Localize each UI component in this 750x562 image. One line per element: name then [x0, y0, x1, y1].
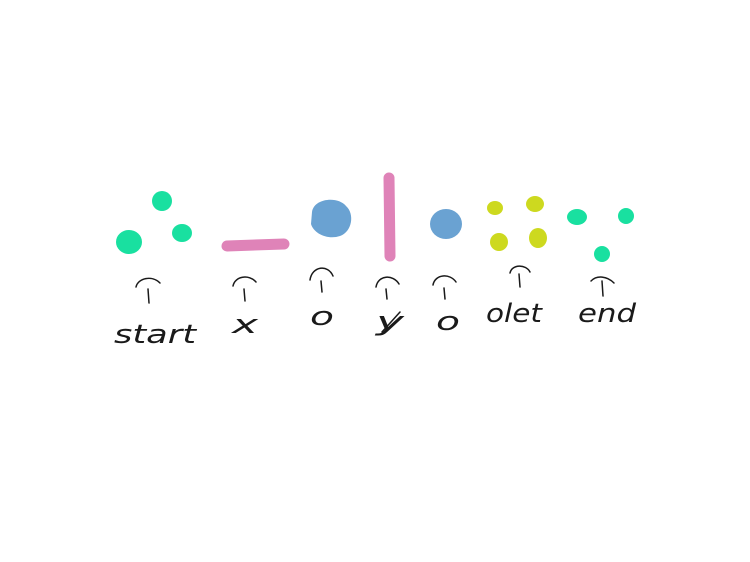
o-first-label: o [310, 302, 334, 332]
end-dot-1 [567, 209, 587, 225]
olet-dot-4 [529, 228, 547, 248]
group-x: x [221, 238, 290, 340]
start-dot-3 [172, 224, 192, 242]
start-cap-mark [135, 277, 161, 304]
olet-dot-1 [487, 201, 503, 215]
group-o-second: o [430, 209, 462, 337]
x-horizontal-bar [221, 238, 290, 252]
start-label: start [114, 320, 197, 350]
group-y: y [374, 172, 405, 337]
x-cap-mark [232, 276, 257, 302]
o-first-cap-mark [309, 267, 334, 293]
olet-dot-2 [526, 196, 544, 212]
end-label: end [578, 299, 637, 329]
group-start: start [114, 191, 197, 350]
y-strike-mark [381, 311, 401, 333]
end-dots [567, 208, 634, 262]
o-small-blob [430, 209, 462, 239]
group-olet: olet [486, 196, 547, 329]
start-dot-1 [116, 230, 142, 254]
y-cap-mark [375, 276, 400, 300]
end-dot-3 [594, 246, 610, 262]
olet-cap-mark [509, 265, 531, 288]
o-big-blob [311, 199, 352, 238]
y-vertical-bar [383, 172, 396, 262]
olet-dot-3 [490, 233, 508, 251]
olet-label: olet [486, 299, 543, 329]
end-cap-mark [590, 276, 615, 297]
group-o-first: o [309, 199, 352, 332]
group-end: end [567, 208, 637, 329]
o-second-label: o [436, 307, 460, 337]
start-dot-2 [152, 191, 172, 211]
end-dot-2 [618, 208, 634, 224]
x-label: x [230, 310, 259, 340]
olet-dots [487, 196, 547, 251]
start-dots [116, 191, 192, 254]
o-second-cap-mark [432, 275, 457, 300]
